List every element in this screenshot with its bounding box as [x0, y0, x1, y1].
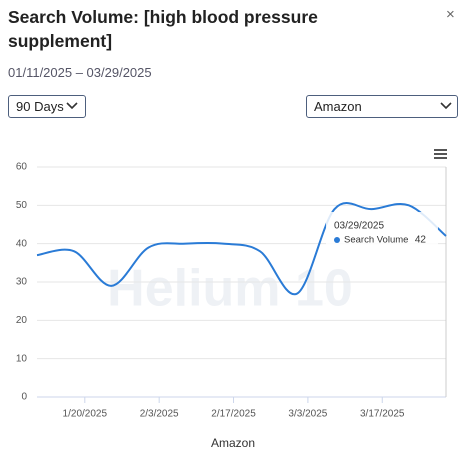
- period-dropdown[interactable]: 90 Days: [8, 95, 86, 118]
- y-tick-label: 30: [16, 277, 28, 288]
- marketplace-value: Amazon: [314, 99, 362, 114]
- y-tick-label: 20: [16, 315, 28, 326]
- line: [36, 202, 447, 296]
- chevron: [66, 102, 78, 110]
- legend-dot: [334, 237, 340, 243]
- y-tick-label: 10: [16, 353, 28, 364]
- x-axis-title: Amazon: [211, 436, 255, 450]
- tooltip-date: 03/29/2025: [334, 221, 384, 232]
- tooltip: 03/29/2025 Search Volume 42: [326, 212, 438, 260]
- period-value: 90 Days: [16, 99, 64, 114]
- y-tick-label: 40: [16, 238, 28, 249]
- menu-icon[interactable]: [434, 149, 447, 159]
- x-tick-label: 1/20/2025: [63, 409, 108, 420]
- close-button[interactable]: ×: [446, 6, 455, 23]
- x-tick-label: 3/3/2025: [288, 409, 327, 420]
- y-tick-label: 50: [16, 200, 28, 211]
- title: Search Volume: [high blood pressure supp…: [8, 7, 318, 51]
- x-tick-label: 2/17/2025: [211, 409, 256, 420]
- x-tick-label: 3/17/2025: [360, 409, 405, 420]
- x-tick-label: 2/3/2025: [140, 409, 179, 420]
- y-tick-label: 60: [16, 162, 28, 173]
- chevron: [440, 102, 452, 110]
- y-tick-label: 0: [21, 392, 27, 403]
- tooltip-box: [326, 212, 438, 260]
- marketplace-dropdown[interactable]: Amazon: [306, 95, 458, 118]
- watermark: Helium 10: [107, 260, 353, 318]
- date-range: 01/11/2025 – 03/29/2025: [8, 65, 152, 80]
- tooltip-value: 42: [415, 235, 427, 246]
- tooltip-series: Search Volume: [344, 235, 408, 246]
